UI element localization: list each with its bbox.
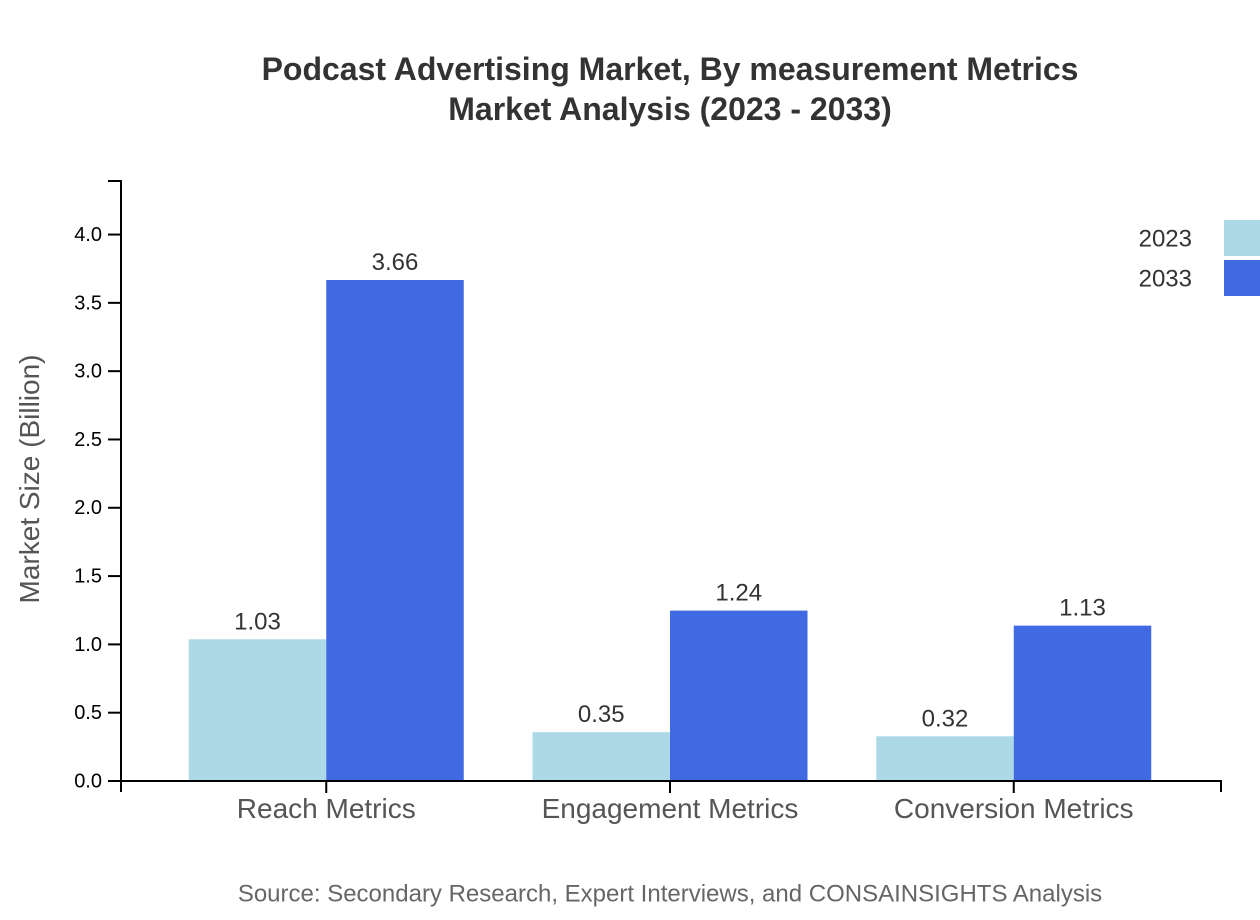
svg-text:2.0: 2.0	[74, 497, 102, 519]
svg-text:Market Size (Billion): Market Size (Billion)	[14, 355, 45, 604]
svg-text:3.5: 3.5	[74, 292, 102, 314]
svg-text:0.5: 0.5	[74, 702, 102, 724]
svg-text:Conversion Metrics: Conversion Metrics	[894, 793, 1134, 824]
svg-text:1.24: 1.24	[715, 580, 762, 607]
svg-text:1.0: 1.0	[74, 634, 102, 656]
svg-text:1.13: 1.13	[1059, 595, 1106, 622]
svg-text:4.0: 4.0	[74, 224, 102, 246]
svg-text:2023: 2023	[1139, 225, 1192, 252]
svg-text:2033: 2033	[1139, 265, 1192, 292]
svg-text:Source: Secondary Research, Ex: Source: Secondary Research, Expert Inter…	[238, 880, 1102, 907]
svg-text:1.03: 1.03	[234, 608, 281, 635]
svg-text:Podcast Advertising Market, By: Podcast Advertising Market, By measureme…	[262, 51, 1079, 87]
svg-text:3.0: 3.0	[74, 361, 102, 383]
svg-text:0.0: 0.0	[74, 770, 102, 792]
svg-text:Reach Metrics: Reach Metrics	[237, 793, 416, 824]
svg-text:3.66: 3.66	[372, 249, 419, 276]
svg-text:Market Analysis (2023 - 2033): Market Analysis (2023 - 2033)	[448, 91, 892, 127]
svg-text:0.32: 0.32	[922, 705, 969, 732]
svg-text:Engagement Metrics: Engagement Metrics	[542, 793, 799, 824]
svg-text:0.35: 0.35	[578, 701, 625, 728]
svg-text:1.5: 1.5	[74, 565, 102, 587]
svg-text:2.5: 2.5	[74, 429, 102, 451]
